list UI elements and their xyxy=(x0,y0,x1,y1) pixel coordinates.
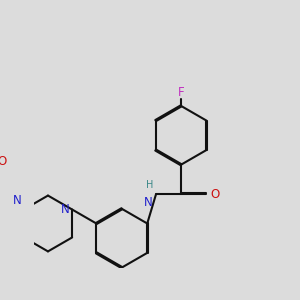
Text: O: O xyxy=(210,188,220,201)
Text: N: N xyxy=(61,203,70,216)
Text: H: H xyxy=(146,180,153,190)
Text: F: F xyxy=(178,85,184,99)
Text: N: N xyxy=(144,196,153,208)
Text: N: N xyxy=(13,194,21,207)
Text: O: O xyxy=(0,154,7,168)
